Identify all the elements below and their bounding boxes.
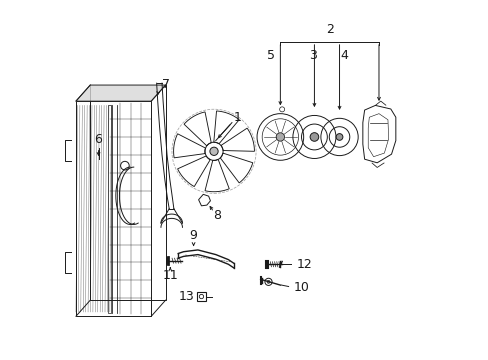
Polygon shape — [76, 85, 165, 101]
Circle shape — [276, 133, 284, 141]
Text: 8: 8 — [213, 209, 221, 222]
Text: 1: 1 — [234, 111, 242, 124]
Circle shape — [266, 280, 269, 283]
Text: 7: 7 — [161, 78, 169, 91]
Circle shape — [309, 133, 318, 141]
Circle shape — [209, 147, 218, 156]
Text: 4: 4 — [339, 49, 347, 62]
Text: 5: 5 — [267, 49, 275, 62]
Text: 11: 11 — [162, 269, 178, 282]
Text: 13: 13 — [178, 290, 194, 303]
Text: 10: 10 — [293, 281, 309, 294]
Text: 9: 9 — [189, 229, 197, 242]
Circle shape — [335, 134, 342, 140]
Text: 12: 12 — [296, 258, 312, 271]
Text: 6: 6 — [94, 133, 102, 146]
Text: 3: 3 — [308, 49, 316, 62]
Text: 2: 2 — [325, 23, 333, 36]
